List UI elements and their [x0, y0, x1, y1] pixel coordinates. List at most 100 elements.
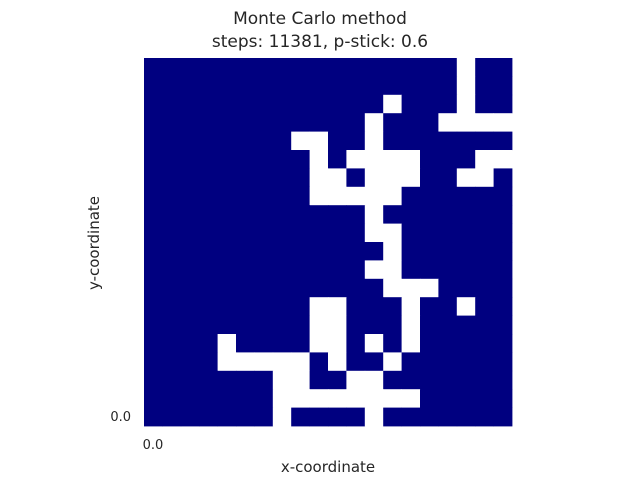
heatmap-cell-occupied — [144, 113, 163, 132]
heatmap-cell-occupied — [438, 205, 458, 224]
heatmap-cell-empty — [438, 113, 458, 132]
heatmap-cell-occupied — [420, 94, 439, 114]
heatmap-cell-empty — [254, 352, 274, 372]
heatmap-cell-empty — [456, 168, 476, 188]
heatmap-cell-occupied — [199, 186, 218, 206]
heatmap-cell-empty — [364, 168, 384, 188]
heatmap-cell-empty — [291, 131, 310, 151]
heatmap-cell-empty — [401, 334, 421, 353]
heatmap-cell-occupied — [383, 58, 402, 77]
heatmap-cell-empty — [309, 168, 329, 188]
heatmap-cell-occupied — [364, 242, 384, 261]
heatmap-cell-occupied — [383, 407, 402, 427]
heatmap-cell-occupied — [309, 352, 329, 372]
heatmap-cell-occupied — [236, 407, 255, 427]
heatmap-cell-occupied — [291, 58, 310, 77]
heatmap-cell-occupied — [364, 94, 384, 114]
heatmap-cell-occupied — [346, 94, 366, 114]
heatmap-cell-occupied — [291, 278, 310, 298]
heatmap-cell-occupied — [217, 76, 237, 96]
heatmap-cell-occupied — [254, 205, 274, 224]
heatmap-cell-occupied — [180, 223, 200, 243]
heatmap-cell-occupied — [199, 223, 218, 243]
heatmap-cell-empty — [291, 370, 310, 390]
heatmap-cell-occupied — [236, 131, 255, 151]
heatmap-cell-occupied — [217, 150, 237, 169]
heatmap-cell-occupied — [456, 407, 476, 427]
heatmap-cell-occupied — [309, 223, 329, 243]
heatmap-cell-empty — [236, 352, 255, 372]
heatmap-cell-occupied — [438, 352, 458, 372]
heatmap-cell-occupied — [236, 150, 255, 169]
heatmap-cell-occupied — [493, 297, 513, 316]
heatmap-cell-occupied — [309, 260, 329, 280]
heatmap-cell-occupied — [199, 205, 218, 224]
heatmap-cell-occupied — [144, 242, 163, 261]
heatmap-cell-empty — [475, 113, 494, 132]
heatmap-cell-empty — [217, 352, 237, 372]
heatmap-cell-occupied — [144, 58, 163, 77]
heatmap-cell-occupied — [438, 186, 458, 206]
heatmap-cell-occupied — [144, 205, 163, 224]
heatmap-cell-empty — [383, 186, 402, 206]
heatmap-cell-empty — [401, 297, 421, 316]
heatmap-cell-occupied — [144, 168, 163, 188]
heatmap-cell-occupied — [291, 334, 310, 353]
heatmap-cell-empty — [328, 334, 347, 353]
heatmap-cell-occupied — [401, 407, 421, 427]
heatmap-cell-occupied — [180, 407, 200, 427]
heatmap-cell-occupied — [254, 131, 274, 151]
heatmap-cell-occupied — [236, 76, 255, 96]
x-tick-label: 0.0 — [143, 438, 164, 453]
heatmap-cell-occupied — [144, 370, 163, 390]
heatmap-cell-occupied — [475, 260, 494, 280]
heatmap-cell-occupied — [272, 94, 292, 114]
heatmap-cell-empty — [328, 297, 347, 316]
heatmap-cell-empty — [272, 389, 292, 408]
heatmap-cell-occupied — [254, 76, 274, 96]
heatmap-cell-occupied — [144, 407, 163, 427]
heatmap-cell-occupied — [383, 76, 402, 96]
heatmap-cell-occupied — [180, 389, 200, 408]
heatmap-cell-occupied — [254, 297, 274, 316]
heatmap-cell-occupied — [217, 131, 237, 151]
heatmap-cell-occupied — [199, 352, 218, 372]
heatmap-cell-occupied — [420, 370, 439, 390]
heatmap-cell-empty — [328, 315, 347, 335]
heatmap-cell-occupied — [493, 389, 513, 408]
heatmap-cell-occupied — [328, 205, 347, 224]
heatmap-cell-occupied — [162, 113, 182, 132]
heatmap-cell-occupied — [199, 94, 218, 114]
heatmap-cell-occupied — [328, 94, 347, 114]
heatmap-cell-occupied — [328, 407, 347, 427]
heatmap-cell-occupied — [456, 186, 476, 206]
heatmap-cell-occupied — [438, 94, 458, 114]
heatmap-cell-occupied — [420, 223, 439, 243]
heatmap-cell-occupied — [162, 315, 182, 335]
heatmap-cell-empty — [493, 150, 513, 169]
heatmap-cell-occupied — [291, 407, 310, 427]
heatmap-cell-occupied — [346, 407, 366, 427]
heatmap-cell-occupied — [236, 205, 255, 224]
heatmap-cell-occupied — [144, 131, 163, 151]
heatmap-cell-occupied — [180, 113, 200, 132]
heatmap-cell-occupied — [328, 131, 347, 151]
heatmap-cell-empty — [346, 150, 366, 169]
heatmap-cell-occupied — [199, 260, 218, 280]
heatmap-cell-empty — [364, 260, 384, 280]
heatmap-cell-occupied — [401, 370, 421, 390]
heatmap-cell-occupied — [401, 131, 421, 151]
heatmap-cell-occupied — [346, 260, 366, 280]
heatmap-cell-empty — [456, 94, 476, 114]
heatmap-cell-empty — [401, 168, 421, 188]
heatmap-cell-occupied — [217, 186, 237, 206]
heatmap-cell-occupied — [180, 334, 200, 353]
heatmap-cell-occupied — [346, 131, 366, 151]
heatmap-cell-empty — [328, 352, 347, 372]
heatmap-cell-occupied — [272, 150, 292, 169]
heatmap-cell-occupied — [420, 168, 439, 188]
chart-title: Monte Carlo method — [233, 9, 407, 29]
heatmap-cell-occupied — [217, 168, 237, 188]
heatmap-cell-empty — [346, 389, 366, 408]
heatmap-cell-occupied — [456, 242, 476, 261]
